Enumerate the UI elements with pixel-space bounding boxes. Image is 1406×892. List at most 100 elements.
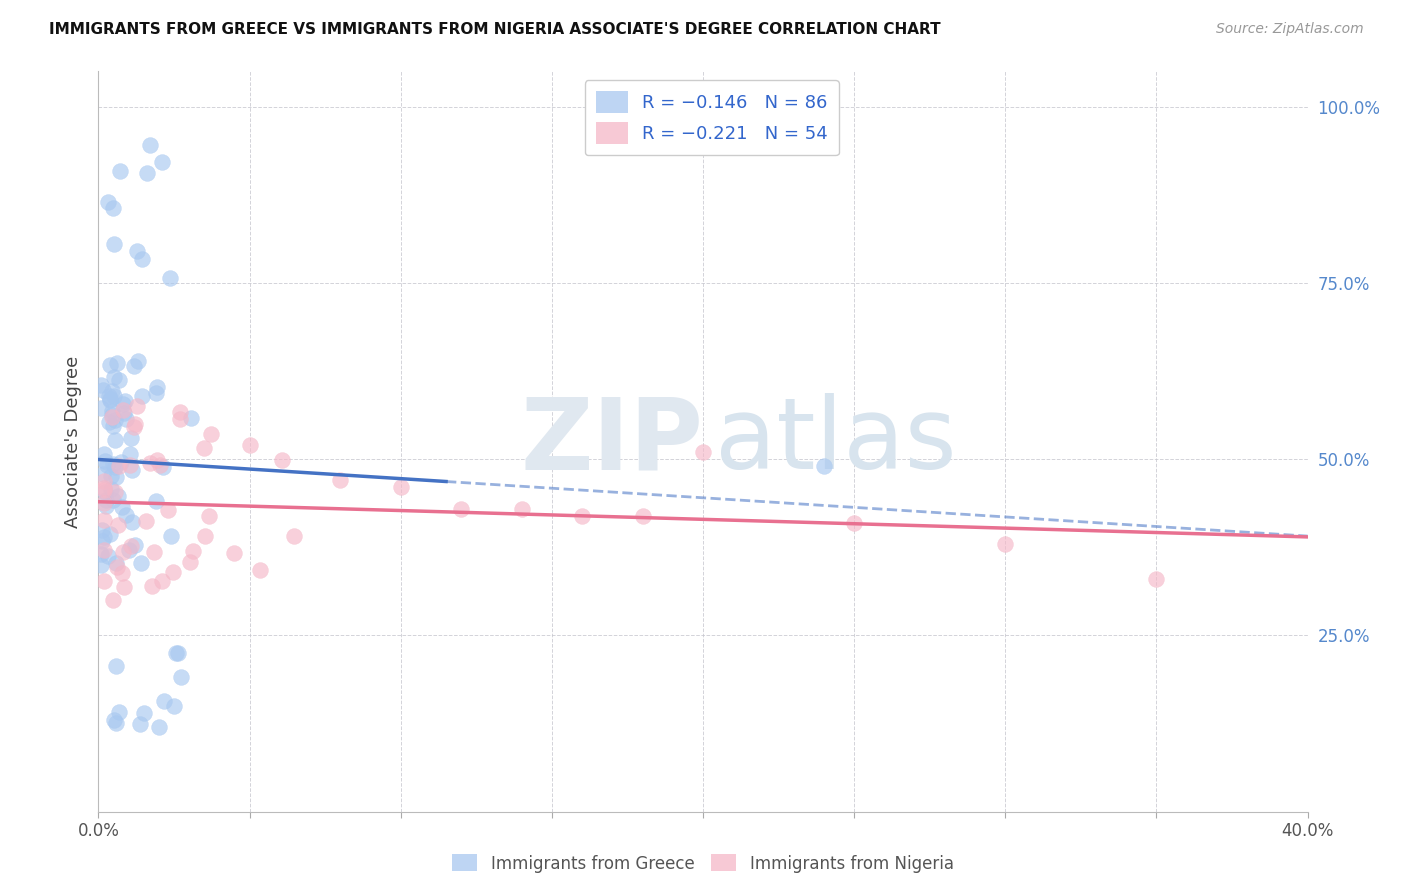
Point (98, 415, 121, 429)
Point (101, 384, 124, 399)
Point (115, 411, 138, 425)
Point (153, 694, 176, 708)
Text: atlas: atlas (716, 393, 956, 490)
Point (124, 538, 146, 552)
Point (194, 529, 217, 543)
Point (120, 539, 142, 553)
Legend: R = −0.146   N = 86, R = −0.221   N = 54: R = −0.146 N = 86, R = −0.221 N = 54 (585, 80, 839, 155)
Point (101, 410, 124, 425)
Point (994, 537, 1017, 551)
Point (122, 359, 145, 374)
Point (1144, 572, 1167, 586)
Point (131, 556, 153, 570)
Point (93, 474, 115, 488)
Point (98, 526, 121, 541)
Text: Source: ZipAtlas.com: Source: ZipAtlas.com (1216, 22, 1364, 37)
Point (103, 370, 125, 384)
Point (107, 489, 129, 503)
Point (96, 549, 118, 564)
Point (179, 556, 201, 570)
Point (93, 574, 115, 588)
Point (108, 373, 131, 387)
Point (169, 404, 191, 418)
Point (121, 463, 143, 477)
Point (98, 392, 121, 406)
Y-axis label: Associate's Degree: Associate's Degree (65, 355, 83, 528)
Point (100, 469, 122, 483)
Point (127, 353, 149, 368)
Point (91, 467, 114, 482)
Point (160, 529, 183, 543)
Point (127, 399, 149, 413)
Point (131, 252, 153, 266)
Point (112, 406, 135, 420)
Point (90, 534, 112, 549)
Point (145, 386, 167, 401)
Point (148, 720, 170, 734)
Point (120, 431, 142, 445)
Point (692, 445, 714, 459)
Point (163, 698, 186, 713)
Text: ZIP: ZIP (520, 393, 703, 490)
Point (120, 458, 142, 472)
Point (111, 397, 134, 411)
Point (93, 481, 115, 495)
Point (150, 155, 173, 169)
Point (157, 502, 180, 516)
Point (152, 460, 174, 475)
Point (118, 447, 141, 461)
Point (131, 389, 153, 403)
Point (90, 558, 112, 572)
Point (93, 483, 115, 498)
Point (200, 427, 222, 442)
Point (249, 563, 271, 577)
Point (125, 244, 148, 259)
Point (121, 516, 143, 530)
Point (193, 441, 215, 455)
Point (114, 394, 136, 409)
Point (98, 393, 121, 408)
Point (103, 485, 125, 500)
Point (103, 201, 125, 215)
Point (271, 452, 294, 467)
Point (149, 458, 172, 472)
Point (100, 404, 122, 418)
Point (159, 271, 181, 285)
Point (108, 458, 131, 473)
Point (93, 513, 115, 527)
Point (101, 593, 124, 607)
Point (97, 194, 120, 209)
Point (111, 500, 134, 514)
Point (145, 494, 167, 508)
Point (105, 356, 128, 370)
Legend: Immigrants from Greece, Immigrants from Nigeria: Immigrants from Greece, Immigrants from … (446, 847, 960, 880)
Point (239, 438, 262, 452)
Point (813, 459, 835, 474)
Point (145, 452, 167, 467)
Point (132, 706, 155, 720)
Point (165, 646, 187, 660)
Point (103, 713, 125, 727)
Point (110, 455, 132, 469)
Point (103, 389, 125, 403)
Point (135, 514, 157, 528)
Point (283, 529, 305, 543)
Point (105, 716, 128, 731)
Point (101, 458, 124, 472)
Point (107, 518, 129, 533)
Point (224, 546, 246, 560)
Point (104, 433, 127, 447)
Point (198, 509, 221, 524)
Point (124, 417, 146, 431)
Point (169, 412, 191, 426)
Point (111, 545, 134, 559)
Point (105, 659, 128, 673)
Point (105, 470, 128, 484)
Point (143, 545, 166, 559)
Point (118, 543, 141, 558)
Point (135, 165, 157, 179)
Point (107, 705, 129, 719)
Point (141, 579, 163, 593)
Point (103, 418, 125, 433)
Point (150, 574, 173, 588)
